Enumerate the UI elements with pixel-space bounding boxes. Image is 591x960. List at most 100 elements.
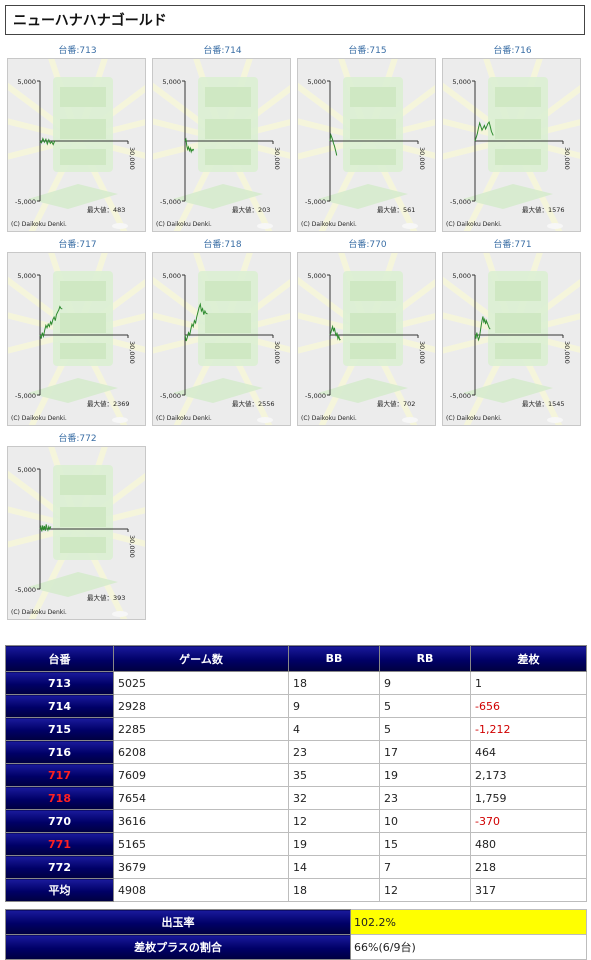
y-bottom-tick-label: -5,000 (15, 392, 36, 400)
payout-label: 出玉率 (5, 909, 351, 935)
graph-label-prefix: 台番: (493, 46, 515, 56)
y-top-tick-label: 5,000 (307, 78, 326, 86)
row-machine-id[interactable]: 716 (5, 740, 114, 764)
graph-cell: 台番:771 5,000 -5,000 30,000 最大値：1545 (C) Daiko… (442, 238, 583, 426)
row-diff: 317 (470, 878, 587, 902)
slump-graph: 5,000 -5,000 30,000 最大値：393 (C) Daikoku Denk… (7, 446, 146, 620)
page-title: ニューハナハナゴールド (5, 5, 585, 35)
graph-label[interactable]: 台番:714 (152, 44, 293, 58)
table-row: 716 6208 23 17 464 (5, 740, 587, 764)
slump-graph: 5,000 -5,000 30,000 最大値：2556 (C) Daikoku Den… (152, 252, 291, 426)
background-floor-shape (173, 184, 263, 209)
payout-value: 102.2% (350, 909, 587, 935)
row-rb: 9 (379, 671, 471, 695)
row-machine-id[interactable]: 平均 (5, 878, 114, 902)
graph-label[interactable]: 台番:715 (297, 44, 438, 58)
table-row: 715 2285 4 5 -1,212 (5, 717, 587, 741)
max-value-number: 393 (113, 594, 125, 602)
graph-label[interactable]: 台番:772 (7, 432, 148, 446)
slump-graph-svg: 5,000 -5,000 30,000 最大値：1576 (C) Daikoku Den… (443, 59, 580, 231)
graph-label[interactable]: 台番:713 (7, 44, 148, 58)
y-top-tick-label: 5,000 (162, 78, 181, 86)
row-machine-id[interactable]: 713 (5, 671, 114, 695)
max-value-number: 483 (113, 206, 125, 214)
background-machine-panel (60, 87, 106, 107)
row-games: 5165 (113, 832, 289, 856)
row-games: 3616 (113, 809, 289, 833)
row-bb: 19 (288, 832, 380, 856)
max-value-text: 最大値：203 (232, 205, 270, 214)
slump-graph: 5,000 -5,000 30,000 最大値：561 (C) Daikoku Denk… (297, 58, 436, 232)
table-row: 770 3616 12 10 -370 (5, 809, 587, 833)
row-machine-id[interactable]: 771 (5, 832, 114, 856)
graph-label[interactable]: 台番:770 (297, 238, 438, 252)
background-machine-panel (205, 343, 251, 359)
background-machine-panel (350, 87, 396, 107)
slump-line (184, 137, 195, 154)
row-machine-id[interactable]: 717 (5, 763, 114, 787)
col-header-bb: BB (288, 645, 380, 672)
row-machine-id[interactable]: 714 (5, 694, 114, 718)
copyright-text: (C) Daikoku Denki. (156, 415, 212, 422)
max-value-label: 最大値： (522, 399, 548, 408)
row-rb: 19 (379, 763, 471, 787)
background-machine-panel (350, 119, 396, 139)
y-bottom-tick-label: -5,000 (305, 198, 326, 206)
background-machine-panel (495, 87, 541, 107)
graph-label[interactable]: 台番:718 (152, 238, 293, 252)
graph-label[interactable]: 台番:717 (7, 238, 148, 252)
max-value-label: 最大値： (377, 399, 403, 408)
graph-label-prefix: 台番: (203, 46, 225, 56)
max-value-number: 1545 (548, 400, 565, 408)
row-diff: -656 (470, 694, 587, 718)
row-rb: 5 (379, 717, 471, 741)
background-machine-panel (350, 313, 396, 333)
background-machine-panel (205, 313, 251, 333)
row-bb: 32 (288, 786, 380, 810)
background-machine-panel (60, 313, 106, 333)
row-machine-id[interactable]: 770 (5, 809, 114, 833)
col-header-games: ゲーム数 (113, 645, 289, 672)
max-value-label: 最大値： (522, 205, 548, 214)
graph-machine-id: 716 (514, 46, 532, 56)
x-end-tick-label: 30,000 (563, 341, 571, 364)
background-light-shape (112, 223, 128, 229)
row-games: 4908 (113, 878, 289, 902)
slump-graph: 5,000 -5,000 30,000 最大値：203 (C) Daikoku Denk… (152, 58, 291, 232)
row-rb: 12 (379, 878, 471, 902)
y-top-tick-label: 5,000 (162, 272, 181, 280)
max-value-label: 最大値： (87, 205, 113, 214)
slump-graph: 5,000 -5,000 30,000 最大値：702 (C) Daikoku Denk… (297, 252, 436, 426)
graph-label[interactable]: 台番:771 (442, 238, 583, 252)
row-machine-id[interactable]: 715 (5, 717, 114, 741)
row-diff: 2,173 (470, 763, 587, 787)
graph-label-prefix: 台番: (58, 46, 80, 56)
y-bottom-tick-label: -5,000 (160, 198, 181, 206)
background-floor-shape (318, 378, 408, 403)
plus-ratio-label: 差枚プラスの割合 (5, 934, 351, 960)
background-machine-panel (495, 281, 541, 301)
row-diff: 1 (470, 671, 587, 695)
max-value-text: 最大値：483 (87, 205, 125, 214)
row-machine-id[interactable]: 772 (5, 855, 114, 879)
background-machine-panel (60, 281, 106, 301)
table-row: 713 5025 18 9 1 (5, 671, 587, 695)
table-header-row: 台番 ゲーム数 BB RB 差枚 (5, 645, 587, 672)
summary-row-payout: 出玉率 102.2% (5, 909, 587, 935)
row-diff: 480 (470, 832, 587, 856)
graph-machine-id: 714 (224, 46, 242, 56)
background-floor-shape (28, 378, 118, 403)
graph-label-prefix: 台番: (203, 240, 225, 250)
x-end-tick-label: 30,000 (273, 147, 281, 170)
slump-graph-svg: 5,000 -5,000 30,000 最大値：393 (C) Daikoku Denk… (8, 447, 145, 619)
background-floor-shape (28, 184, 118, 209)
x-end-tick-label: 30,000 (128, 341, 136, 364)
background-light-shape (402, 417, 418, 423)
row-machine-id[interactable]: 718 (5, 786, 114, 810)
graph-machine-id: 718 (224, 240, 242, 250)
x-end-tick-label: 30,000 (418, 341, 426, 364)
max-value-number: 2556 (258, 400, 275, 408)
y-bottom-tick-label: -5,000 (305, 392, 326, 400)
graph-label[interactable]: 台番:716 (442, 44, 583, 58)
y-bottom-tick-label: -5,000 (450, 392, 471, 400)
